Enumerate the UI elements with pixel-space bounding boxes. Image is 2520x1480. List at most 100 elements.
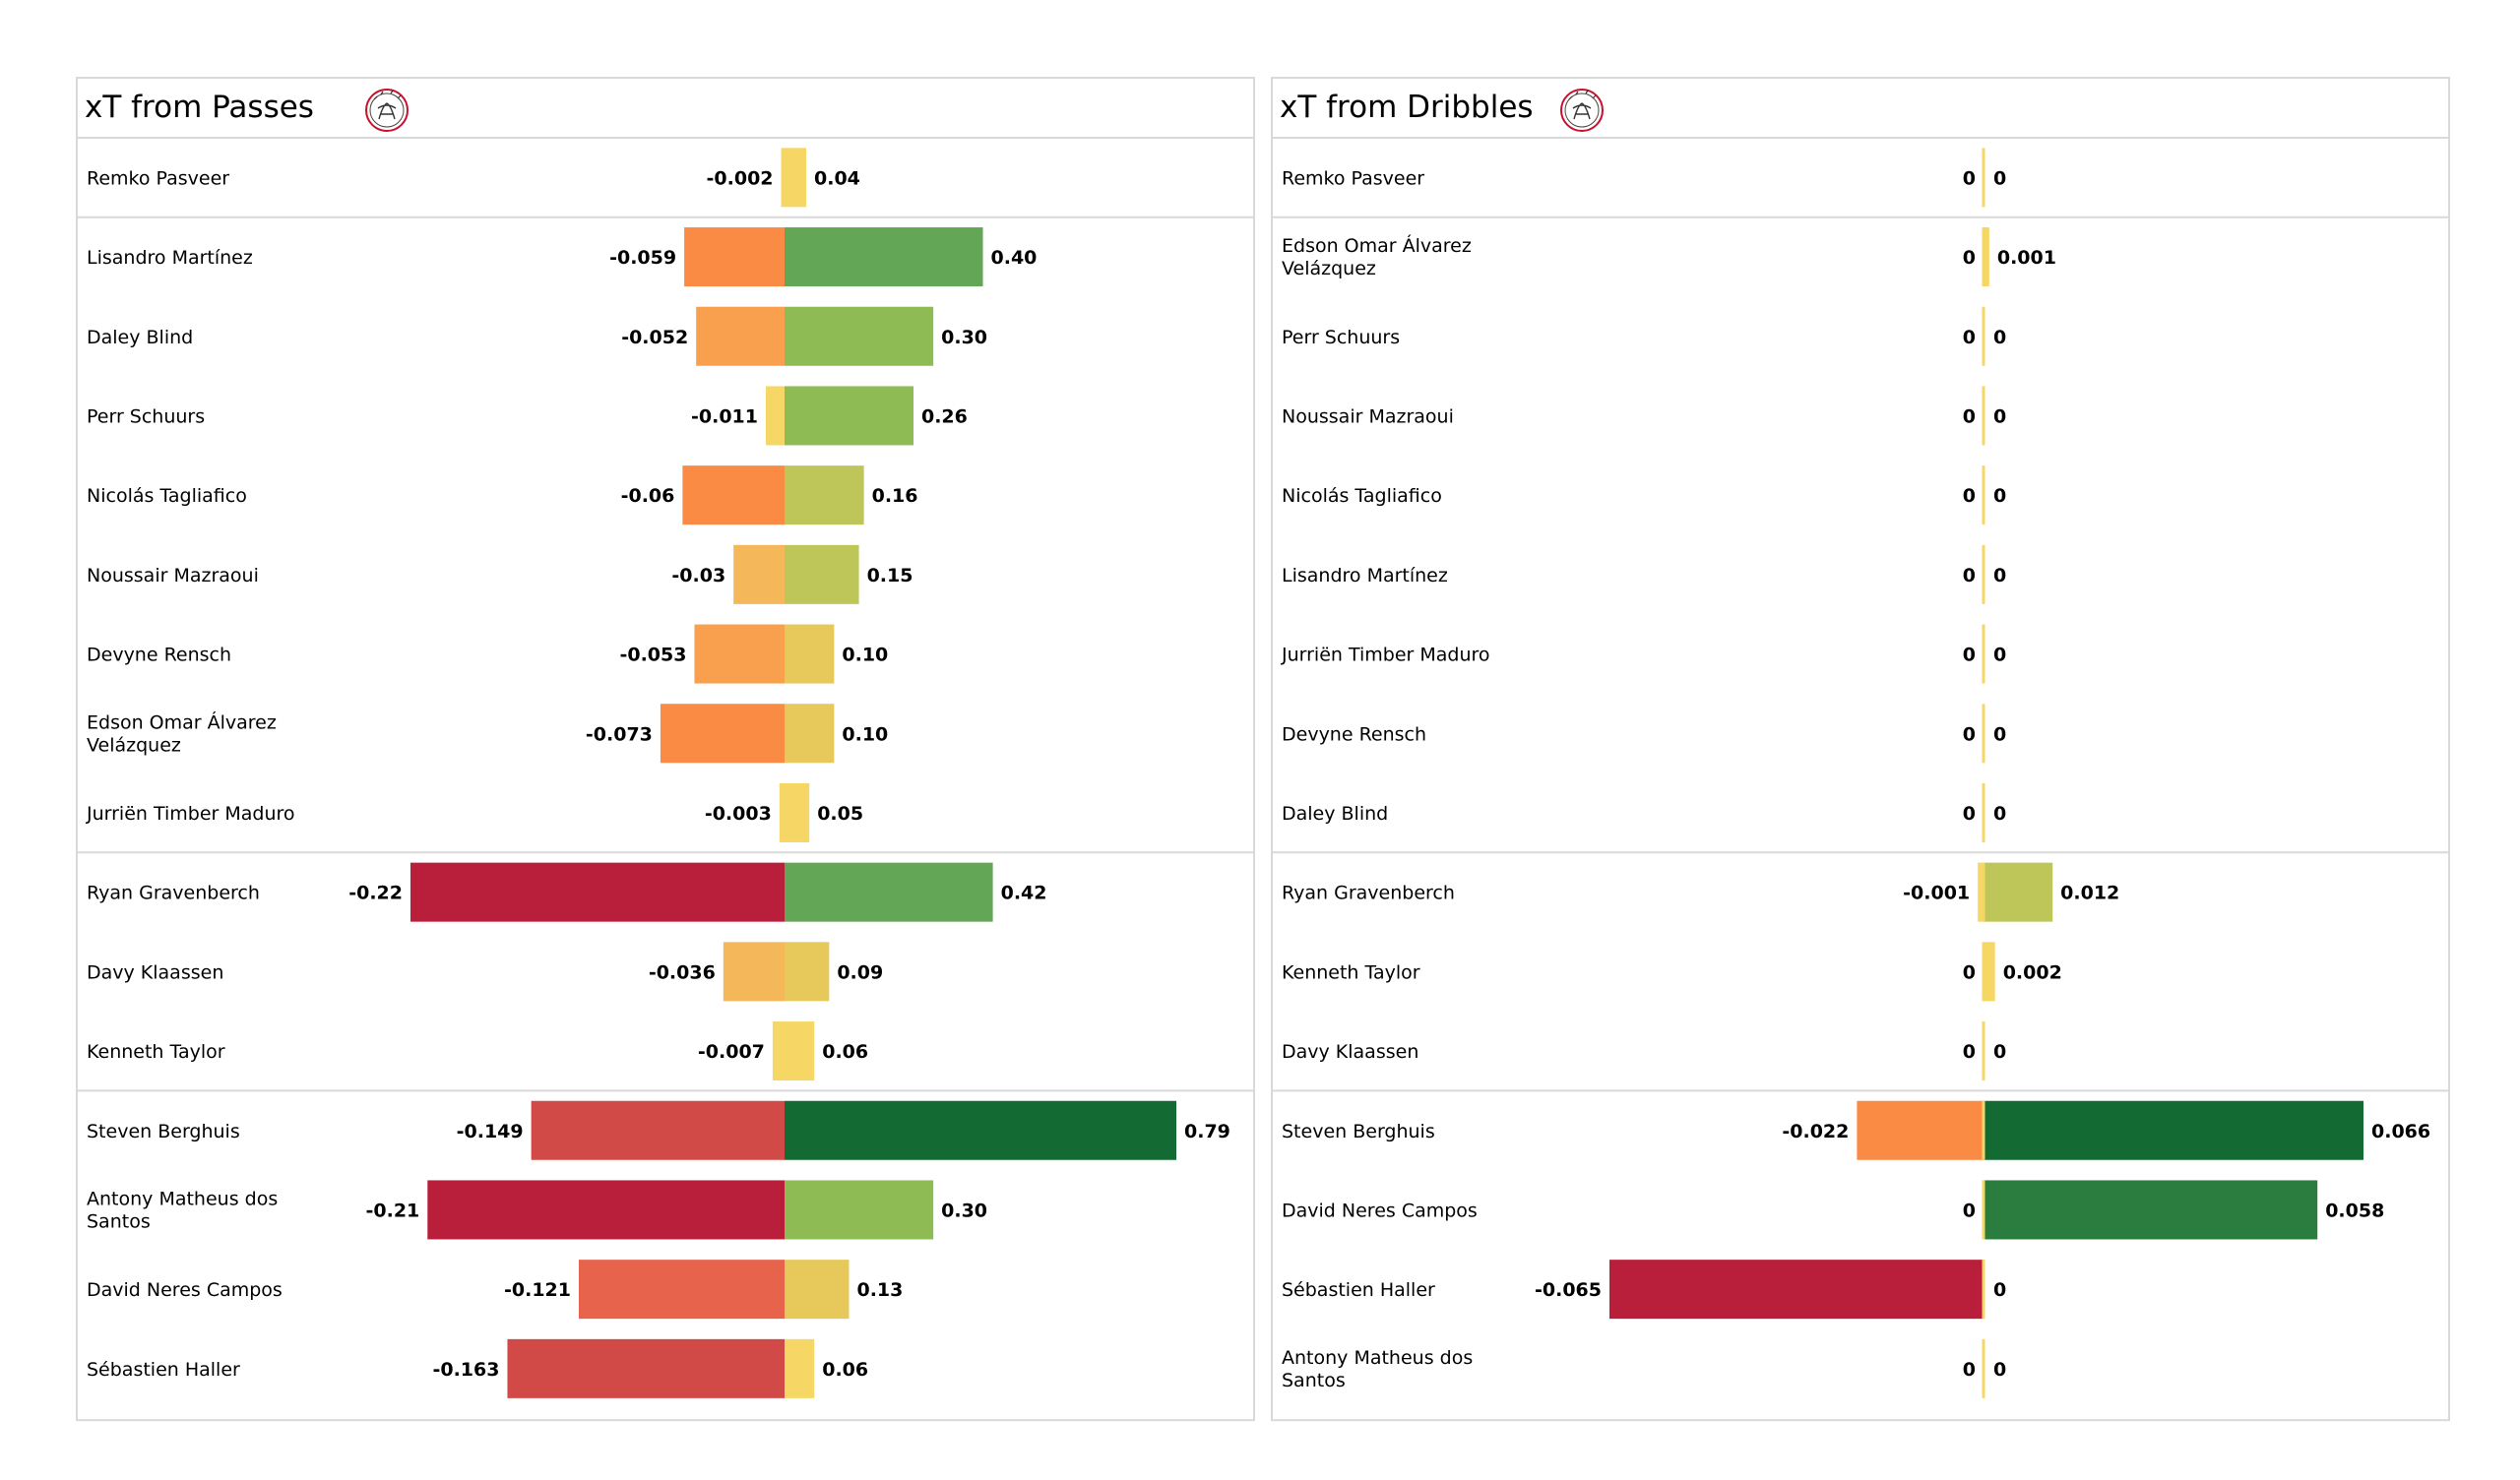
player-name: Daley Blind [1282, 803, 1388, 825]
positive-value-label: 0 [1993, 485, 2006, 507]
player-name: Davy Klaassen [1282, 1041, 1418, 1063]
negative-bar [723, 942, 785, 1002]
positive-value-label: 0 [1993, 803, 2006, 825]
positive-bar [785, 1260, 850, 1320]
positive-value-label: 0.30 [941, 327, 987, 348]
negative-value-label: -0.007 [698, 1041, 765, 1063]
player-name: Nicolás Tagliafico [87, 485, 247, 507]
positive-value-label: 0.002 [2003, 961, 2062, 983]
negative-bar [694, 624, 785, 684]
player-row: Kenneth Taylor -0.007 0.06 [87, 1021, 868, 1081]
positive-value-label: 0.79 [1184, 1121, 1230, 1142]
positive-bar [785, 544, 859, 604]
positive-value-label: 0.09 [837, 961, 883, 983]
player-name: Jurriën Timber Maduro [86, 803, 295, 825]
player-row: Lisandro Martínez 0 0 [1282, 544, 2006, 604]
negative-value-label: 0 [1963, 327, 1976, 348]
negative-value-label: -0.059 [609, 247, 676, 269]
player-name: Sébastien Haller [1282, 1279, 1435, 1301]
player-row: Ryan Gravenberch -0.22 0.42 [87, 862, 1046, 922]
negative-value-label: -0.03 [671, 565, 725, 586]
player-name: Jurriën Timber Maduro [1281, 645, 1490, 666]
positive-bar [785, 1100, 1176, 1160]
positive-value-label: 0.058 [2325, 1200, 2384, 1221]
positive-value-label: 0 [1993, 723, 2006, 745]
negative-bar [772, 1021, 785, 1081]
player-row: Antony Matheus dos Santos 0 0 [1282, 1338, 2006, 1398]
player-row: Lisandro Martínez -0.059 0.40 [87, 227, 1037, 287]
positive-bar [785, 227, 983, 287]
negative-value-label: -0.053 [619, 645, 686, 666]
player-row: Sébastien Haller -0.163 0.06 [87, 1338, 868, 1398]
positive-value-label: 0 [1993, 1041, 2006, 1063]
player-row: Edson Omar Álvarez Velázquez 0 0.001 [1282, 227, 2056, 287]
positive-bar [785, 624, 835, 684]
player-name: Lisandro Martínez [87, 247, 253, 269]
positive-bar [785, 386, 914, 446]
negative-value-label: -0.21 [366, 1200, 420, 1221]
player-row: Steven Berghuis -0.149 0.79 [87, 1100, 1230, 1160]
negative-bar [579, 1260, 785, 1320]
player-row: David Neres Campos 0 0.058 [1282, 1180, 2384, 1240]
player-name: Devyne Rensch [1282, 723, 1426, 745]
positive-bar [785, 862, 993, 922]
negative-value-label: 0 [1963, 1200, 1976, 1221]
player-row: Steven Berghuis -0.022 0.066 [1282, 1100, 2430, 1160]
player-name: Antony Matheus dos Santos [1282, 1347, 1473, 1391]
player-row: Davy Klaassen -0.036 0.09 [87, 942, 883, 1002]
player-name: Steven Berghuis [87, 1121, 240, 1142]
positive-bar [1984, 1180, 2318, 1240]
panel-frame [1271, 77, 2450, 1422]
player-row: Nicolás Tagliafico -0.06 0.16 [87, 465, 917, 525]
player-name: Antony Matheus dos Santos [87, 1188, 278, 1232]
player-row: Noussair Mazraoui 0 0 [1282, 386, 2006, 446]
positive-value-label: 0 [1993, 167, 2006, 189]
positive-value-label: 0.26 [921, 405, 968, 427]
negative-bar [781, 148, 785, 208]
negative-value-label: -0.036 [649, 961, 716, 983]
player-name: Daley Blind [87, 327, 193, 348]
positive-value-label: 0 [1993, 1359, 2006, 1381]
positive-bar [785, 465, 864, 525]
positive-bar [1984, 942, 1995, 1002]
positive-bar [785, 148, 806, 208]
player-row: Davy Klaassen 0 0 [1282, 1021, 2006, 1081]
negative-value-label: -0.065 [1535, 1279, 1602, 1301]
chart-title: xT from Dribbles [1280, 90, 1534, 125]
negative-bar [733, 544, 785, 604]
player-name: Remko Pasveer [87, 167, 229, 189]
player-row: Perr Schuurs -0.011 0.26 [87, 386, 968, 446]
panel-frame [76, 77, 1255, 1422]
player-row: Ryan Gravenberch -0.001 0.012 [1282, 862, 2119, 922]
positive-value-label: 0 [1993, 327, 2006, 348]
negative-value-label: -0.003 [705, 803, 772, 825]
player-name: Edson Omar Álvarez Velázquez [1282, 234, 1472, 279]
negative-value-label: -0.022 [1782, 1121, 1849, 1142]
negative-value-label: 0 [1963, 1359, 1976, 1381]
negative-bar [696, 306, 785, 366]
positive-value-label: 0.06 [822, 1359, 868, 1381]
player-row: Jurriën Timber Maduro 0 0 [1281, 624, 2006, 684]
positive-value-label: 0.30 [941, 1200, 987, 1221]
negative-value-label: -0.073 [586, 723, 653, 745]
negative-bar [660, 704, 785, 764]
negative-value-label: -0.149 [457, 1121, 524, 1142]
player-name: Kenneth Taylor [1282, 961, 1420, 983]
player-row: Perr Schuurs 0 0 [1282, 306, 2006, 366]
negative-value-label: 0 [1963, 485, 1976, 507]
player-name: Lisandro Martínez [1282, 565, 1448, 586]
negative-bar [682, 465, 785, 525]
negative-bar [410, 862, 785, 922]
negative-value-label: -0.06 [621, 485, 675, 507]
positive-value-label: 0.001 [1997, 247, 2056, 269]
positive-value-label: 0.04 [814, 167, 860, 189]
player-row: Nicolás Tagliafico 0 0 [1282, 465, 2006, 525]
ajax-crest-icon [365, 89, 409, 132]
negative-bar [427, 1180, 785, 1240]
negative-value-label: -0.001 [1903, 883, 1970, 904]
negative-value-label: 0 [1963, 803, 1976, 825]
negative-bar [531, 1100, 785, 1160]
positive-value-label: 0 [1993, 405, 2006, 427]
